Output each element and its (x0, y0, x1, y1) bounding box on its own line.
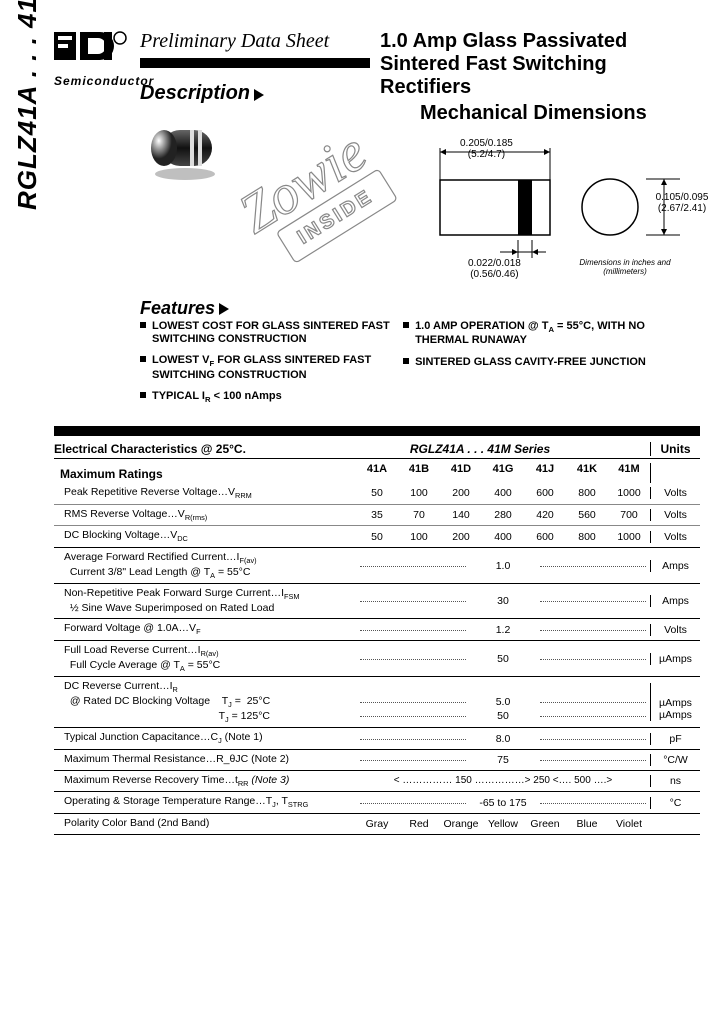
description-heading: Description (140, 82, 264, 105)
datasheet-page: RGLZ41A . . . 41M Series Semiconductor P… (20, 30, 700, 982)
table-row: Typical Junction Capacitance…CJ (Note 1)… (54, 727, 700, 749)
preliminary-title: Preliminary Data Sheet (140, 30, 329, 53)
table-row: DC Reverse Current…IR @ Rated DC Blockin… (54, 676, 700, 727)
table-row: Maximum Thermal Resistance…R_θJC (Note 2… (54, 749, 700, 770)
component-photo (140, 116, 230, 187)
feature-item: SINTERED GLASS CAVITY-FREE JUNCTION (403, 356, 693, 369)
table-row: Forward Voltage @ 1.0A…VF1.2Volts (54, 618, 700, 640)
table-row: DC Blocking Voltage…VDC50100200400600800… (54, 525, 700, 547)
table-row: Full Load Reverse Current…IR(av) Full Cy… (54, 640, 700, 676)
zowie-watermark: Zowie ™ INSIDE (230, 120, 430, 290)
table-row: Maximum Reverse Recovery Time…tRR (Note … (54, 770, 700, 792)
table-row: Peak Repetitive Reverse Voltage…VRRM5010… (54, 483, 700, 504)
table-row: Non-Repetitive Peak Forward Surge Curren… (54, 583, 700, 618)
feature-item: LOWEST VF FOR GLASS SINTERED FAST SWITCH… (140, 354, 390, 382)
characteristics-table: Electrical Characteristics @ 25°C. RGLZ4… (54, 426, 700, 835)
table-header-left: Electrical Characteristics @ 25°C. (54, 442, 310, 456)
mechanical-drawing: 0.205/0.185(5.2/4.7) 0.022/0.018(0.56/0.… (420, 140, 700, 295)
mechanical-heading: Mechanical Dimensions (420, 102, 647, 125)
feature-item: TYPICAL IR < 100 nAmps (140, 390, 390, 404)
table-row: RMS Reverse Voltage…VR(rms)3570140280420… (54, 504, 700, 526)
feature-item: 1.0 AMP OPERATION @ TA = 55°C, WITH NO T… (403, 320, 693, 348)
feature-item: LOWEST COST FOR GLASS SINTERED FAST SWIT… (140, 320, 390, 346)
table-row: Polarity Color Band (2nd Band) GrayRedOr… (54, 813, 700, 835)
table-row: Average Forward Rectified Current…IF(av)… (54, 547, 700, 583)
side-series-title: RGLZ41A . . . 41M Series (12, 0, 43, 210)
table-header-units: Units (650, 442, 700, 456)
features-heading: Features (140, 298, 229, 319)
main-title: 1.0 Amp Glass Passivated Sintered Fast S… (380, 30, 700, 99)
max-ratings-label: Maximum Ratings (54, 463, 356, 483)
features-list: LOWEST COST FOR GLASS SINTERED FAST SWIT… (140, 320, 700, 412)
black-bar (140, 58, 370, 68)
table-row: Operating & Storage Temperature Range…TJ… (54, 791, 700, 813)
table-header-series: RGLZ41A . . . 41M Series (310, 442, 650, 456)
